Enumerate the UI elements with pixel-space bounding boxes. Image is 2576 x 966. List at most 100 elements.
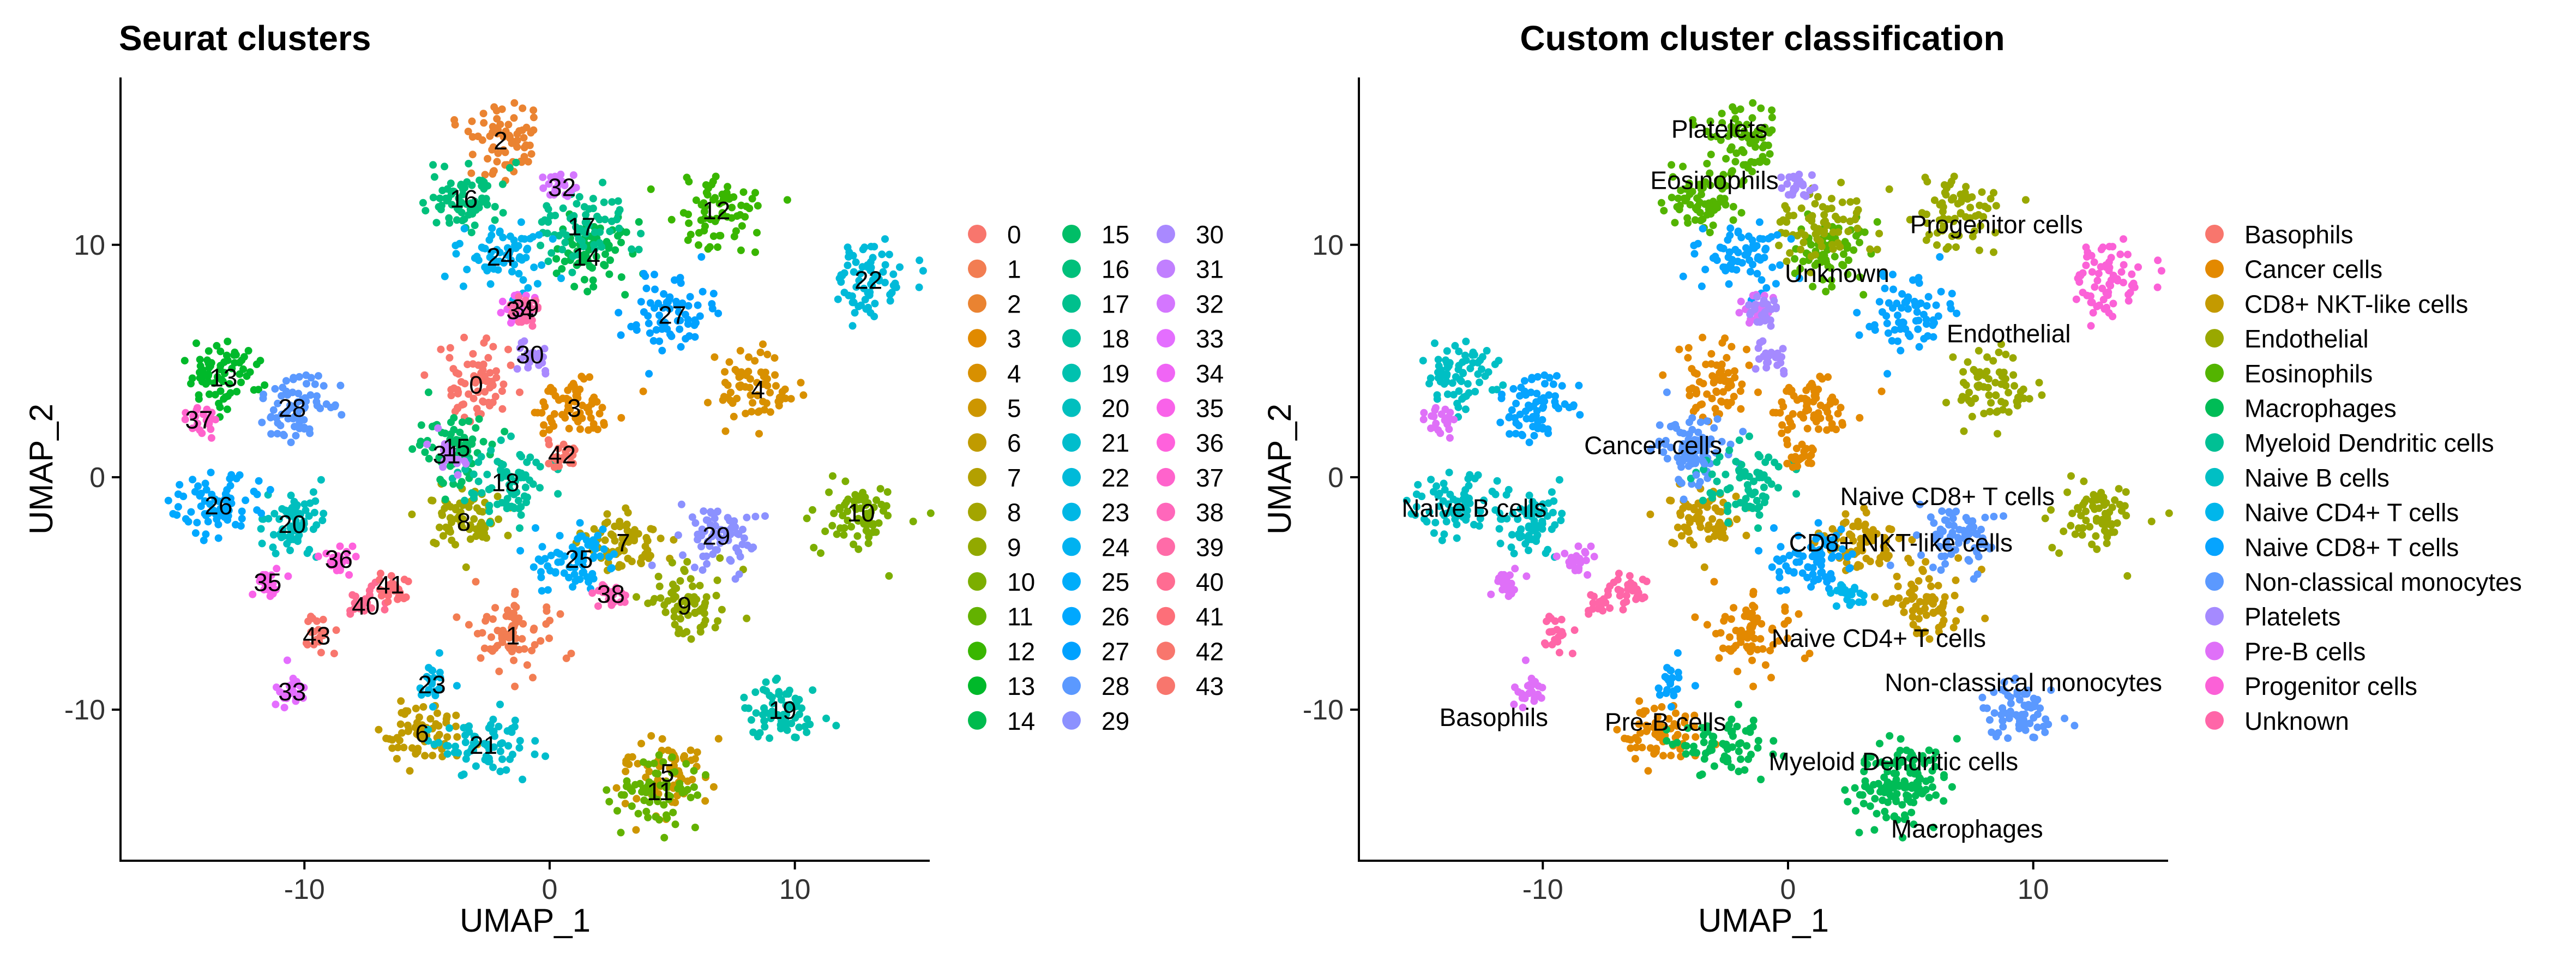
data-point — [1863, 760, 1871, 769]
legend-key — [2205, 294, 2224, 313]
data-point — [2091, 283, 2099, 291]
data-point — [1999, 723, 2007, 731]
data-point — [1945, 508, 1953, 516]
data-point — [1990, 688, 1998, 696]
data-point — [2103, 539, 2111, 548]
legend-label: 27 — [1102, 637, 1129, 665]
data-point — [691, 824, 699, 831]
data-point — [486, 132, 494, 140]
data-point — [1823, 221, 1831, 229]
data-point — [1782, 586, 1790, 594]
data-point — [398, 729, 406, 737]
data-point — [485, 507, 493, 515]
data-point — [1898, 304, 1906, 312]
data-point — [441, 429, 449, 437]
data-point — [1843, 244, 1851, 252]
data-point — [1817, 556, 1826, 565]
data-point — [1985, 391, 1993, 399]
data-point — [1748, 490, 1756, 499]
data-point — [1906, 559, 1915, 567]
data-point — [1691, 682, 1699, 690]
data-point — [1845, 256, 1852, 264]
data-point — [1508, 406, 1516, 414]
data-point — [1682, 750, 1690, 758]
data-point — [311, 497, 320, 505]
data-point — [375, 575, 383, 584]
data-point — [1567, 554, 1575, 562]
data-point — [485, 501, 493, 509]
data-point — [782, 722, 790, 730]
data-point — [1754, 737, 1762, 745]
data-point — [1549, 508, 1557, 517]
data-point — [1455, 511, 1464, 519]
data-point — [1710, 424, 1718, 432]
data-point — [1809, 570, 1817, 578]
data-point — [752, 709, 760, 717]
data-point — [1754, 388, 1762, 397]
data-point — [446, 344, 454, 352]
data-point — [1545, 374, 1554, 382]
data-point — [496, 767, 504, 776]
data-point — [287, 491, 295, 500]
data-point — [791, 714, 799, 722]
cluster-label: 39 — [511, 294, 539, 322]
data-point — [1948, 529, 1957, 537]
data-point — [1702, 361, 1710, 369]
legend-key — [968, 329, 986, 348]
data-point — [1699, 496, 1707, 505]
data-point — [191, 529, 200, 537]
data-point — [1667, 752, 1675, 760]
legend-key — [1157, 676, 1175, 695]
data-point — [1966, 203, 1975, 212]
data-point — [460, 333, 468, 341]
data-point — [740, 534, 748, 542]
data-point — [1938, 507, 1946, 515]
data-point — [662, 811, 670, 819]
data-point — [1725, 248, 1734, 256]
data-point — [1796, 274, 1803, 283]
data-point — [270, 509, 279, 518]
data-point — [926, 509, 935, 517]
data-point — [709, 550, 717, 559]
data-point — [404, 721, 412, 729]
data-point — [791, 702, 799, 710]
data-point — [791, 733, 799, 741]
data-point — [520, 337, 528, 345]
data-point — [540, 345, 549, 353]
data-point — [589, 574, 598, 583]
data-point — [1455, 347, 1463, 356]
data-point — [870, 243, 878, 251]
data-point — [571, 414, 580, 422]
data-point — [466, 535, 474, 543]
data-point — [759, 380, 767, 388]
data-point — [1702, 128, 1711, 135]
y-tick-label: -10 — [1303, 694, 1344, 726]
data-point — [519, 276, 527, 284]
data-point — [654, 770, 662, 778]
data-point — [256, 357, 264, 365]
data-point — [2007, 699, 2015, 707]
data-point — [1810, 414, 1818, 422]
cluster-label: 16 — [450, 185, 478, 213]
data-point — [1791, 255, 1799, 263]
data-point — [649, 792, 657, 800]
data-point — [1750, 634, 1759, 643]
data-point — [441, 495, 449, 503]
data-point — [481, 388, 489, 396]
data-point — [732, 227, 740, 235]
data-point — [1899, 833, 1907, 842]
data-point — [425, 454, 433, 463]
data-point — [1766, 150, 1774, 158]
data-point — [1558, 628, 1566, 636]
data-point — [761, 723, 769, 731]
data-point — [2074, 524, 2083, 532]
data-point — [579, 256, 587, 265]
data-point — [585, 205, 593, 213]
data-point — [1753, 469, 1761, 477]
data-point — [1419, 416, 1428, 423]
data-point — [782, 690, 790, 698]
data-point — [618, 541, 626, 549]
data-point — [479, 110, 487, 118]
data-point — [257, 525, 265, 533]
data-point — [1691, 613, 1699, 621]
